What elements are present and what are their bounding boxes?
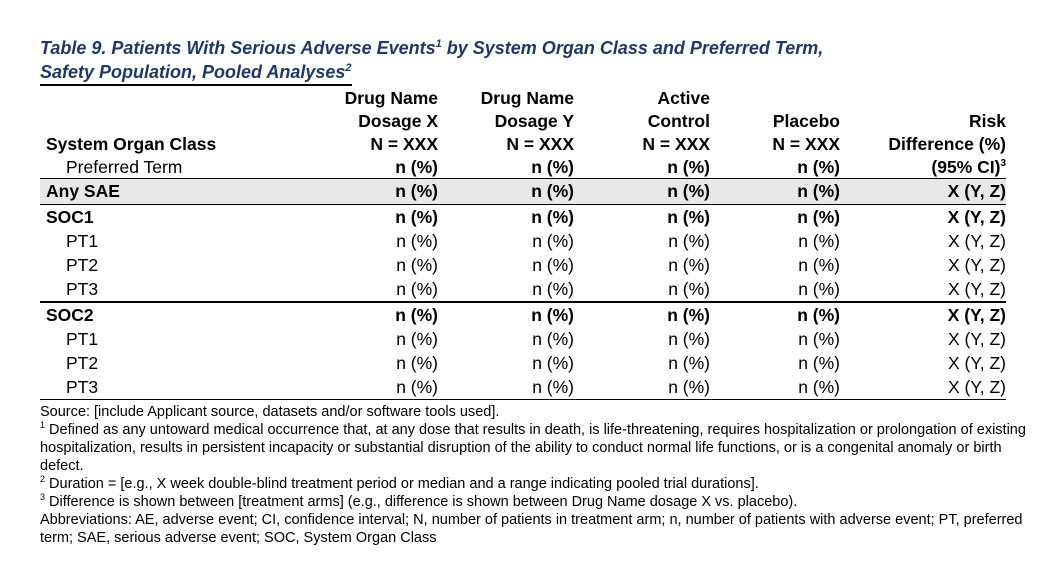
table-row-soc2-pt1: PT1 n (%) n (%) n (%) n (%) X (Y, Z) <box>66 329 1006 349</box>
table-row-soc1-pt3: PT3 n (%) n (%) n (%) n (%) X (Y, Z) <box>40 277 1006 303</box>
table-row-soc1-pt1: PT1 n (%) n (%) n (%) n (%) X (Y, Z) <box>66 231 1006 251</box>
header-placebo: Placebo N = XXX <box>772 111 840 154</box>
title-footnote-ref-2: 2 <box>345 62 352 74</box>
header-active-control: Active Control N = XXX <box>642 88 710 154</box>
title-line-2: Safety Population, Pooled Analyses2 <box>40 60 352 86</box>
header-n-pct: n (%) <box>288 156 438 179</box>
header-n-pct: n (%) <box>574 156 710 179</box>
table-row-soc1-pt2: PT2 n (%) n (%) n (%) n (%) X (Y, Z) <box>66 255 1006 275</box>
footnote-3: 3 Difference is shown between [treatment… <box>40 492 798 510</box>
table-row-soc2: SOC2 n (%) n (%) n (%) n (%) X (Y, Z) <box>46 305 1006 325</box>
header-subrow: Preferred Term n (%) n (%) n (%) n (%) (… <box>40 156 1006 179</box>
footnote-2: 2 Duration = [e.g., X week double-blind … <box>40 474 759 492</box>
header-ci: (95% CI)3 <box>840 156 1006 179</box>
table-footnotes: Source: [include Applicant source, datas… <box>40 403 1030 547</box>
title-footnote-ref-1: 1 <box>435 38 442 50</box>
header-n-pct: n (%) <box>438 156 574 179</box>
footnote-1: 1 Defined as any untoward medical occurr… <box>40 420 1026 474</box>
table-row-any-sae: Any SAE n (%) n (%) n (%) n (%) X (Y, Z) <box>40 178 1006 205</box>
table-title: Table 9. Patients With Serious Adverse E… <box>40 36 1030 86</box>
header-preferred-term: Preferred Term <box>40 156 288 179</box>
header-system-organ-class: System Organ Class <box>46 134 217 154</box>
header-risk-difference: Risk Difference (%) <box>888 111 1006 154</box>
table-row-soc2-pt2: PT2 n (%) n (%) n (%) n (%) X (Y, Z) <box>66 353 1006 373</box>
footnote-source: Source: [include Applicant source, datas… <box>40 404 500 420</box>
header-n-pct: n (%) <box>710 156 840 179</box>
title-line-1: Table 9. Patients With Serious Adverse E… <box>40 38 824 58</box>
table-row-soc1: SOC1 n (%) n (%) n (%) n (%) X (Y, Z) <box>46 207 1006 227</box>
footnote-abbreviations: Abbreviations: AE, adverse event; CI, co… <box>40 512 1023 546</box>
table-row-soc2-pt3: PT3 n (%) n (%) n (%) n (%) X (Y, Z) <box>40 375 1006 400</box>
